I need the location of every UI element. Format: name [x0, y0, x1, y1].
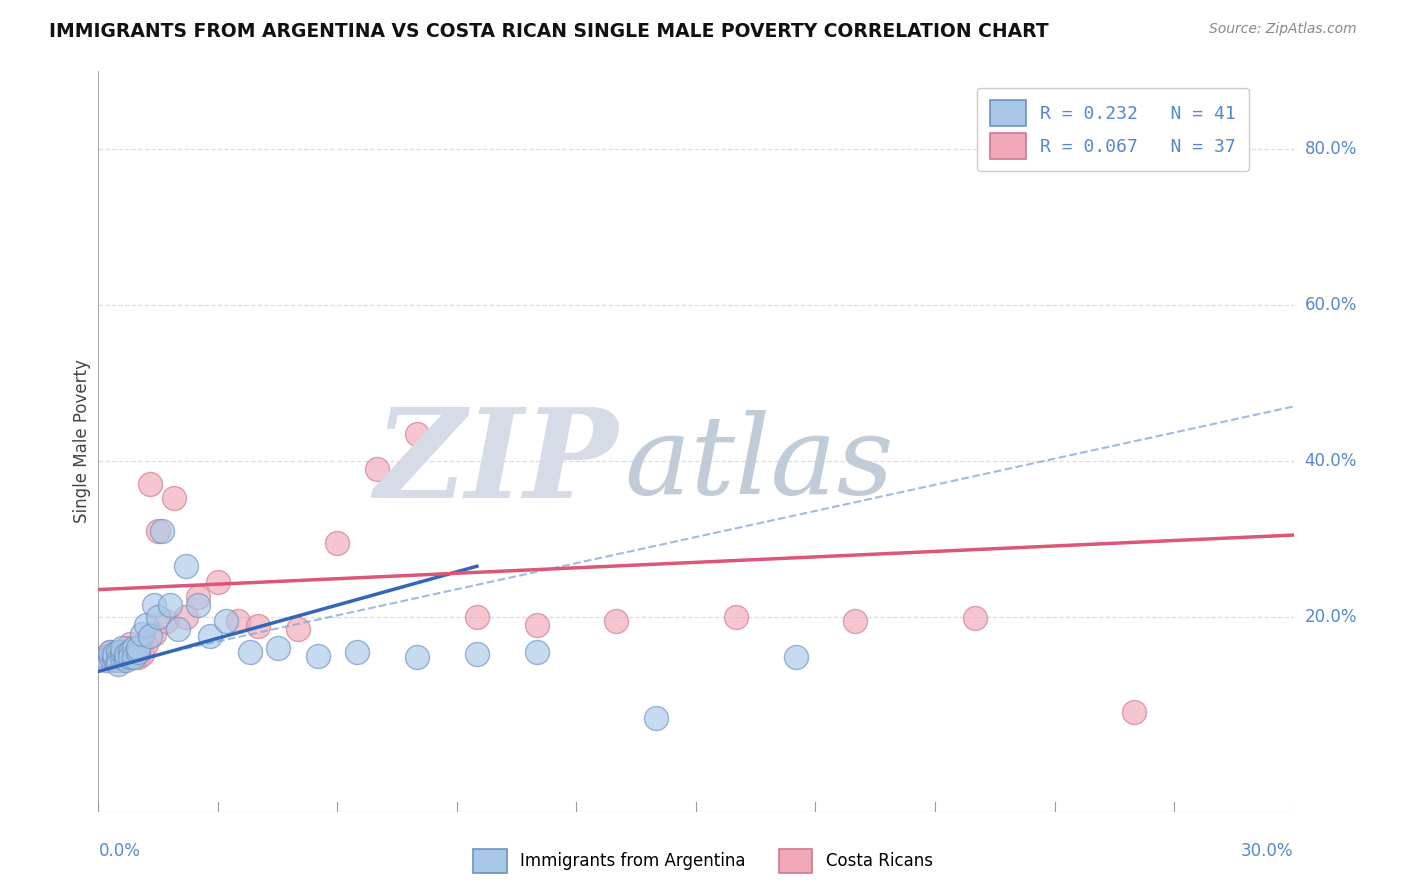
Text: ZIP: ZIP	[374, 403, 619, 524]
Point	[124, 645, 146, 659]
Text: 40.0%: 40.0%	[1305, 452, 1357, 470]
Point	[187, 598, 209, 612]
Point	[103, 653, 125, 667]
Point	[215, 614, 238, 628]
Text: IMMIGRANTS FROM ARGENTINA VS COSTA RICAN SINGLE MALE POVERTY CORRELATION CHART: IMMIGRANTS FROM ARGENTINA VS COSTA RICAN…	[49, 22, 1049, 41]
Point	[526, 617, 548, 632]
Point	[139, 629, 162, 643]
Point	[127, 645, 149, 659]
Legend: R = 0.232   N = 41, R = 0.067   N = 37: R = 0.232 N = 41, R = 0.067 N = 37	[977, 87, 1249, 171]
Point	[124, 641, 146, 656]
Text: 30.0%: 30.0%	[1241, 842, 1294, 860]
Point	[187, 591, 209, 605]
Point	[135, 637, 157, 651]
Point	[406, 650, 429, 665]
Point	[159, 598, 181, 612]
Point	[366, 462, 388, 476]
Text: 60.0%: 60.0%	[1305, 296, 1357, 314]
Text: atlas: atlas	[624, 410, 894, 517]
Point	[198, 629, 221, 643]
Point	[103, 650, 125, 665]
Point	[96, 650, 118, 665]
Point	[174, 559, 197, 574]
Text: 20.0%: 20.0%	[1305, 607, 1357, 626]
Point	[226, 614, 249, 628]
Point	[111, 653, 134, 667]
Point	[526, 645, 548, 659]
Point	[346, 645, 368, 659]
Point	[111, 645, 134, 659]
Point	[120, 650, 142, 665]
Point	[148, 524, 170, 538]
Point	[98, 648, 122, 663]
Point	[150, 524, 173, 538]
Point	[963, 611, 986, 625]
Point	[111, 650, 134, 665]
Point	[131, 627, 153, 641]
Point	[98, 645, 122, 659]
Point	[96, 653, 118, 667]
Point	[115, 653, 138, 667]
Legend: Immigrants from Argentina, Costa Ricans: Immigrants from Argentina, Costa Ricans	[467, 842, 939, 880]
Point	[124, 650, 146, 665]
Point	[287, 622, 309, 636]
Point	[107, 650, 129, 665]
Text: 80.0%: 80.0%	[1305, 140, 1357, 158]
Point	[207, 574, 229, 589]
Text: Source: ZipAtlas.com: Source: ZipAtlas.com	[1209, 22, 1357, 37]
Point	[120, 645, 142, 659]
Point	[111, 645, 134, 659]
Point	[406, 426, 429, 441]
Point	[844, 614, 866, 628]
Point	[785, 650, 807, 665]
Point	[605, 614, 627, 628]
Point	[135, 617, 157, 632]
Point	[107, 653, 129, 667]
Point	[174, 610, 197, 624]
Point	[120, 637, 142, 651]
Y-axis label: Single Male Poverty: Single Male Poverty	[73, 359, 91, 524]
Point	[115, 648, 138, 663]
Point	[115, 650, 138, 665]
Point	[103, 650, 125, 665]
Point	[127, 641, 149, 656]
Point	[115, 647, 138, 661]
Point	[645, 711, 668, 725]
Point	[107, 657, 129, 671]
Point	[143, 627, 166, 641]
Point	[155, 614, 177, 628]
Point	[465, 648, 488, 662]
Point	[107, 645, 129, 659]
Point	[131, 648, 153, 662]
Point	[98, 648, 122, 663]
Point	[465, 610, 488, 624]
Point	[143, 598, 166, 612]
Point	[307, 648, 329, 663]
Point	[724, 610, 747, 624]
Point	[1123, 705, 1146, 719]
Point	[167, 622, 190, 636]
Point	[239, 645, 262, 659]
Point	[139, 477, 162, 491]
Point	[98, 645, 122, 659]
Text: 0.0%: 0.0%	[98, 842, 141, 860]
Point	[107, 645, 129, 659]
Point	[246, 619, 269, 633]
Point	[111, 641, 134, 656]
Point	[326, 536, 349, 550]
Point	[115, 641, 138, 656]
Point	[267, 641, 290, 656]
Point	[103, 648, 125, 662]
Point	[163, 491, 186, 506]
Point	[148, 610, 170, 624]
Point	[127, 650, 149, 665]
